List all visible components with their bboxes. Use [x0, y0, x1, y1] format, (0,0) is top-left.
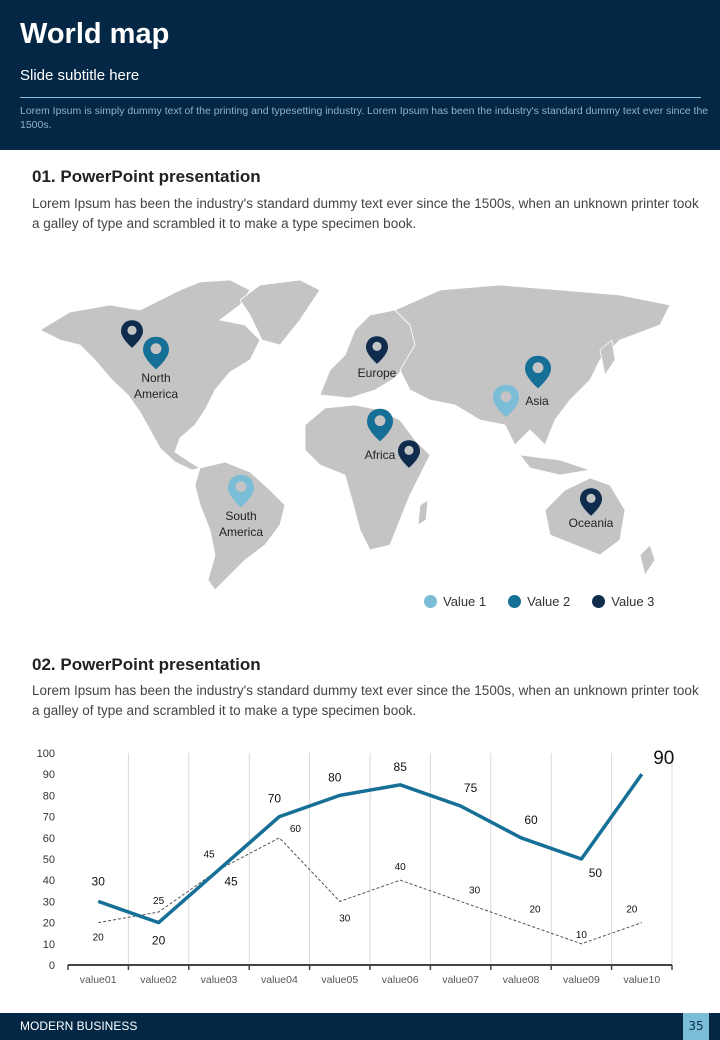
label-asia: Asia — [525, 394, 549, 408]
map-pin-value2-north-america[interactable] — [143, 336, 169, 370]
map-pin-value2-asia[interactable] — [525, 355, 551, 389]
line-chart: 0 10 20 30 40 50 60 70 80 90 100 value01 value02 valu… — [37, 748, 675, 986]
label-europe: Europe — [357, 366, 397, 380]
y-tick-label: 0 — [49, 960, 55, 972]
island-new-zealand — [639, 544, 656, 576]
section2-text: Lorem Ipsum has been the industry's stan… — [32, 683, 699, 718]
series-1-data-label: 30 — [92, 874, 106, 888]
y-tick-label: 30 — [43, 896, 55, 908]
legend-dot — [424, 595, 437, 608]
x-tick-label: value05 — [321, 974, 358, 986]
footer-text: MODERN BUSINESS — [20, 1019, 138, 1033]
label-south-america: South America — [218, 509, 263, 539]
series-2-data-label: 60 — [290, 824, 302, 835]
series-1-data-label: 60 — [524, 813, 538, 827]
x-tick-label: value09 — [563, 974, 600, 986]
map-pin-value1-south-america[interactable] — [228, 474, 254, 508]
continent-greenland — [239, 279, 321, 346]
y-tick-label: 60 — [43, 833, 55, 845]
series-1-data-label: 45 — [224, 875, 238, 889]
label-africa: Africa — [364, 448, 396, 462]
y-tick-label: 100 — [37, 748, 55, 760]
series-2-data-label: 25 — [153, 896, 165, 907]
island-japan — [599, 339, 616, 377]
legend-label: Value 2 — [527, 594, 571, 609]
series-2-data-label: 45 — [203, 850, 215, 861]
series-1-data-label: 75 — [464, 781, 478, 795]
series-2-data-label: 40 — [395, 862, 407, 873]
map-pin-value1-asia[interactable] — [493, 384, 519, 418]
x-tick-label: value01 — [80, 974, 117, 986]
series-2-data-label: 30 — [469, 885, 481, 896]
continent-africa — [304, 404, 431, 551]
footer: MODERN BUSINESS 35 — [0, 1013, 720, 1040]
series-1-data-label: 50 — [589, 866, 603, 880]
header-description: Lorem Ipsum is simply dummy text of the … — [20, 105, 709, 131]
map-continents — [39, 279, 671, 591]
series-2-data-label: 30 — [339, 913, 351, 924]
series-2-line — [98, 837, 642, 945]
continent-south-america — [194, 461, 286, 591]
legend-label: Value 3 — [611, 594, 655, 609]
series-1-data-label: 80 — [328, 770, 342, 784]
x-tick-label: value10 — [623, 974, 660, 986]
legend-item-value2: Value 2 — [508, 594, 570, 609]
series-1-line — [97, 773, 644, 925]
map-pin-value3-oceania[interactable] — [580, 488, 602, 516]
y-tick-label: 10 — [43, 939, 55, 951]
x-tick-label: value07 — [442, 974, 479, 986]
x-tick-label: value06 — [382, 974, 419, 986]
section1-title: 01. PowerPoint presentation — [32, 167, 261, 186]
y-tick-label: 90 — [43, 769, 55, 781]
series-2-data-label: 10 — [576, 930, 588, 941]
label-north-america: North America — [133, 371, 178, 401]
section1-text: Lorem Ipsum has been the industry's stan… — [32, 196, 699, 231]
series-1-data-label: 20 — [152, 934, 166, 948]
map-legend: Value 1 Value 2 Value 3 — [424, 594, 654, 609]
y-tick-label: 40 — [43, 875, 55, 887]
y-tick-label: 80 — [43, 790, 55, 802]
legend-item-value3: Value 3 — [592, 594, 654, 609]
x-tick-label: value08 — [503, 974, 540, 986]
continent-oceania — [544, 477, 626, 556]
map-pin-value3-north-america[interactable] — [121, 320, 143, 348]
series-1-data-label: 85 — [394, 760, 408, 774]
page-subtitle: Slide subtitle here — [20, 67, 140, 84]
continent-north-america — [39, 279, 261, 471]
legend-label: Value 1 — [443, 594, 487, 609]
island-indonesia — [519, 454, 591, 476]
series-2-data-label: 20 — [529, 905, 541, 916]
y-tick-label: 70 — [43, 812, 55, 824]
section2-title: 02. PowerPoint presentation — [32, 655, 261, 674]
series-1-data-label: 90 — [653, 748, 674, 769]
legend-dot — [508, 595, 522, 608]
series-2-data-label: 20 — [93, 933, 105, 944]
legend-item-value1: Value 1 — [424, 594, 486, 609]
page-number: 35 — [683, 1013, 709, 1040]
map-pin-value2-africa[interactable] — [367, 408, 393, 442]
header: World map Slide subtitle here Lorem Ipsu… — [0, 0, 720, 150]
map-pin-value3-africa[interactable] — [398, 440, 420, 468]
island-madagascar — [417, 499, 429, 526]
x-tick-label: value04 — [261, 974, 298, 986]
y-tick-label: 20 — [43, 918, 55, 930]
y-tick-label: 50 — [43, 854, 55, 866]
x-tick-label: value03 — [201, 974, 238, 986]
legend-dot — [592, 595, 606, 608]
divider — [20, 97, 701, 98]
label-oceania: Oceania — [568, 516, 614, 530]
series-1-data-label: 70 — [268, 792, 282, 806]
series-2-data-label: 20 — [626, 905, 638, 916]
map-pin-value3-europe[interactable] — [366, 336, 388, 364]
x-tick-label: value02 — [140, 974, 177, 986]
page-title: World map — [20, 18, 170, 50]
world-map: North America Europe Asia Africa South A… — [0, 240, 720, 591]
